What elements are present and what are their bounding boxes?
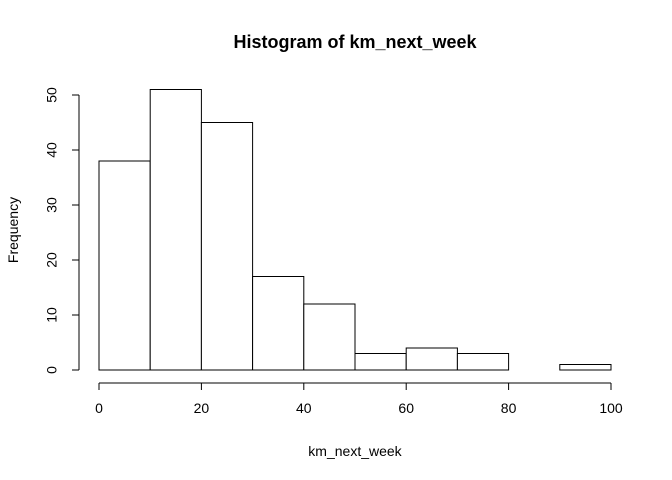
y-tick-label-0: 0 bbox=[44, 366, 60, 374]
histogram-bar-0 bbox=[98, 160, 151, 371]
x-tick-label-1: 20 bbox=[194, 400, 210, 416]
y-axis-label: Frequency bbox=[5, 197, 21, 263]
bars-group bbox=[98, 89, 612, 371]
histogram-bar-9 bbox=[559, 364, 612, 371]
histogram-bar-5 bbox=[354, 353, 407, 371]
x-axis-label: km_next_week bbox=[308, 443, 402, 459]
histogram-bar-1 bbox=[149, 89, 202, 371]
x-tick-label-5: 100 bbox=[599, 400, 623, 416]
histogram-bar-4 bbox=[303, 303, 356, 371]
x-tick-label-0: 0 bbox=[95, 400, 103, 416]
y-tick-label-5: 50 bbox=[44, 87, 60, 103]
histogram-bar-7 bbox=[456, 353, 510, 371]
y-tick-label-2: 20 bbox=[44, 252, 60, 268]
histogram-bar-6 bbox=[405, 347, 458, 371]
histogram-bar-2 bbox=[200, 122, 254, 371]
chart-title: Histogram of km_next_week bbox=[233, 32, 477, 52]
y-tick-label-3: 30 bbox=[44, 197, 60, 213]
y-axis: 0 10 20 30 40 50 bbox=[44, 87, 80, 374]
x-axis: 0 20 40 60 80 100 bbox=[95, 382, 623, 416]
y-tick-label-1: 10 bbox=[44, 307, 60, 323]
y-tick-label-4: 40 bbox=[44, 142, 60, 158]
x-tick-label-4: 80 bbox=[501, 400, 517, 416]
x-tick-label-2: 40 bbox=[296, 400, 312, 416]
histogram-bar-3 bbox=[252, 276, 305, 371]
x-tick-label-3: 60 bbox=[398, 400, 414, 416]
